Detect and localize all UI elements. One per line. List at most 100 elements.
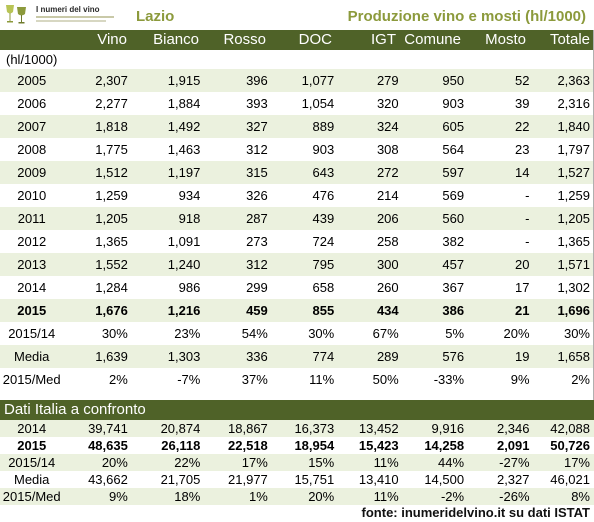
table-cell: 272 — [334, 161, 399, 184]
column-header: IGT — [371, 31, 396, 48]
table-cell: 17% — [529, 454, 594, 471]
table-cell: 2,277 — [63, 92, 128, 115]
table-cell: 13,410 — [334, 471, 399, 488]
table-cell: 2,327 — [464, 471, 530, 488]
row-label: 2015 — [0, 299, 64, 322]
column-header: Bianco — [153, 31, 199, 48]
table-cell: 22% — [127, 454, 201, 471]
page-title: Produzione vino e mosti (hl/1000) — [347, 8, 586, 25]
table-cell: 9% — [63, 488, 128, 505]
table-cell: 1,365 — [529, 230, 594, 253]
row-label: 2015/14 — [0, 322, 64, 345]
row-label: Media — [0, 471, 64, 488]
table-cell: 8% — [529, 488, 594, 505]
table-cell: 18,954 — [267, 437, 335, 454]
table-cell: 67% — [334, 322, 399, 345]
table-cell: 1,797 — [529, 138, 594, 161]
table-cell: - — [464, 207, 530, 230]
row-label: 2015/14 — [0, 454, 64, 471]
table-cell: 643 — [267, 161, 335, 184]
table-row: Media 43,662 21,705 21,977 15,751 13,410 14,50… — [0, 471, 594, 488]
table-cell: 1,284 — [63, 276, 128, 299]
table-cell: 1,197 — [127, 161, 201, 184]
italy-section-title: Dati Italia a confronto — [4, 401, 146, 418]
table-cell: 21,977 — [200, 471, 268, 488]
table-cell: 1,303 — [127, 345, 201, 368]
table-cell: 1,527 — [529, 161, 594, 184]
row-label: 2007 — [0, 115, 64, 138]
table-cell: 327 — [200, 115, 268, 138]
table-cell: 21,705 — [127, 471, 201, 488]
table-cell: -26% — [464, 488, 530, 505]
table-cell: 22,518 — [200, 437, 268, 454]
table-cell: 476 — [267, 184, 335, 207]
table-cell: 1,840 — [529, 115, 594, 138]
table-row: 2015/Med 2% -7% 37% 11% 50% -33% 9% 2% — [0, 368, 594, 391]
table-cell: 26,118 — [127, 437, 201, 454]
table-cell: 1,676 — [63, 299, 128, 322]
table-cell: 20,874 — [127, 420, 201, 437]
table-cell: 459 — [200, 299, 268, 322]
table-cell: 14,258 — [398, 437, 465, 454]
table-cell: 30% — [63, 322, 128, 345]
table-cell: 258 — [334, 230, 399, 253]
table-cell: 1,216 — [127, 299, 201, 322]
table-cell: 43,662 — [63, 471, 128, 488]
table-cell: 986 — [127, 276, 201, 299]
table-row: 2015 48,635 26,118 22,518 18,954 15,423 14,258… — [0, 437, 594, 454]
column-header: Vino — [97, 31, 127, 48]
table-cell: 17% — [200, 454, 268, 471]
table-cell: 312 — [200, 138, 268, 161]
table-cell: 2,346 — [464, 420, 530, 437]
table-cell: 21 — [464, 299, 530, 322]
table-cell: 434 — [334, 299, 399, 322]
row-label: 2012 — [0, 230, 64, 253]
table-cell: 564 — [398, 138, 465, 161]
table-cell: 1,512 — [63, 161, 128, 184]
table-cell: 393 — [200, 92, 268, 115]
row-label: Media — [0, 345, 64, 368]
column-header: Totale — [549, 31, 590, 48]
table-cell: 597 — [398, 161, 465, 184]
row-label: 2015/Med — [0, 368, 64, 391]
table-cell: 367 — [398, 276, 465, 299]
table-cell: 11% — [267, 368, 335, 391]
row-label: 2015 — [0, 437, 64, 454]
table-cell: 18,867 — [200, 420, 268, 437]
table-cell: 315 — [200, 161, 268, 184]
region-title: Lazio — [136, 8, 175, 25]
table-row: 2015/14 20% 22% 17% 15% 11% 44% -27% 17% — [0, 454, 594, 471]
table-cell: 39 — [464, 92, 530, 115]
table-cell: 326 — [200, 184, 268, 207]
row-label: 2013 — [0, 253, 64, 276]
region-table: 2005 2,307 1,915 396 1,077 279 950 52 2,363 2006 2… — [0, 69, 594, 391]
table-cell: 50,726 — [529, 437, 594, 454]
table-cell: 569 — [398, 184, 465, 207]
table-cell: 1,571 — [529, 253, 594, 276]
table-cell: 774 — [267, 345, 335, 368]
table-cell: 30% — [529, 322, 594, 345]
table-cell: 2,307 — [63, 69, 128, 92]
table-cell: 1,552 — [63, 253, 128, 276]
table-cell: 386 — [398, 299, 465, 322]
table-cell: 324 — [334, 115, 399, 138]
table-row: Media 1,639 1,303 336 774 289 576 19 1,658 — [0, 345, 594, 368]
table-row: 2015 1,676 1,216 459 855 434 386 21 1,696 — [0, 299, 594, 322]
table-cell: 1,884 — [127, 92, 201, 115]
table-cell: 1,639 — [63, 345, 128, 368]
unit-label: (hl/1000) — [6, 52, 58, 67]
table-cell: - — [464, 184, 530, 207]
table-cell: 48,635 — [63, 437, 128, 454]
table-cell: 576 — [398, 345, 465, 368]
table-cell: 300 — [334, 253, 399, 276]
table-cell: - — [464, 230, 530, 253]
table-cell: -27% — [464, 454, 530, 471]
table-cell: 1,302 — [529, 276, 594, 299]
table-cell: 20 — [464, 253, 530, 276]
table-cell: 1,240 — [127, 253, 201, 276]
table-cell: 50% — [334, 368, 399, 391]
row-label: 2009 — [0, 161, 64, 184]
table-cell: 1,818 — [63, 115, 128, 138]
row-label: 2006 — [0, 92, 64, 115]
table-cell: 724 — [267, 230, 335, 253]
